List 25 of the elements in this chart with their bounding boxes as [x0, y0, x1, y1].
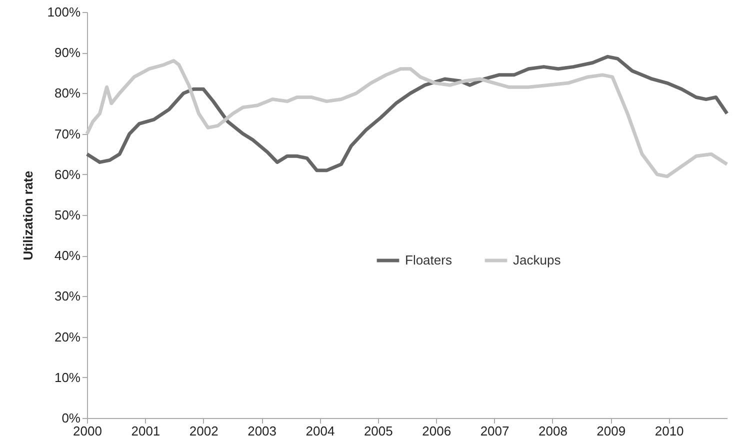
y-tick-label: 90% — [54, 45, 81, 60]
x-tick-label: 2009 — [596, 424, 626, 438]
x-tick-label: 2000 — [73, 424, 102, 438]
y-tick-label: 0% — [62, 410, 81, 426]
y-tick-label: 60% — [54, 166, 81, 182]
x-tick-label: 2001 — [131, 424, 160, 438]
x-tick-label: 2007 — [480, 424, 510, 438]
y-tick-label: 80% — [54, 86, 81, 101]
x-tick-label: 2003 — [248, 424, 277, 438]
x-tick-label: 2008 — [538, 424, 568, 438]
x-tick-label: 2010 — [654, 424, 684, 438]
x-tick-label: 2005 — [364, 424, 393, 438]
y-tick-label: 50% — [54, 208, 81, 222]
y-tick-label: 40% — [54, 248, 81, 264]
y-axis-title: Utilization rate — [20, 170, 36, 260]
y-tick-label: 30% — [54, 288, 81, 304]
y-tick-label: 20% — [54, 329, 81, 344]
y-tick-label: 70% — [54, 126, 81, 142]
y-tick-label: 10% — [54, 370, 81, 385]
legend-label: Jackups — [513, 252, 562, 268]
x-tick-label: 2006 — [422, 424, 452, 438]
y-tick-label: 100% — [47, 4, 81, 20]
x-tick-label: 2002 — [189, 424, 218, 438]
legend-label: Floaters — [405, 252, 452, 268]
x-tick-label: 2004 — [306, 424, 335, 438]
